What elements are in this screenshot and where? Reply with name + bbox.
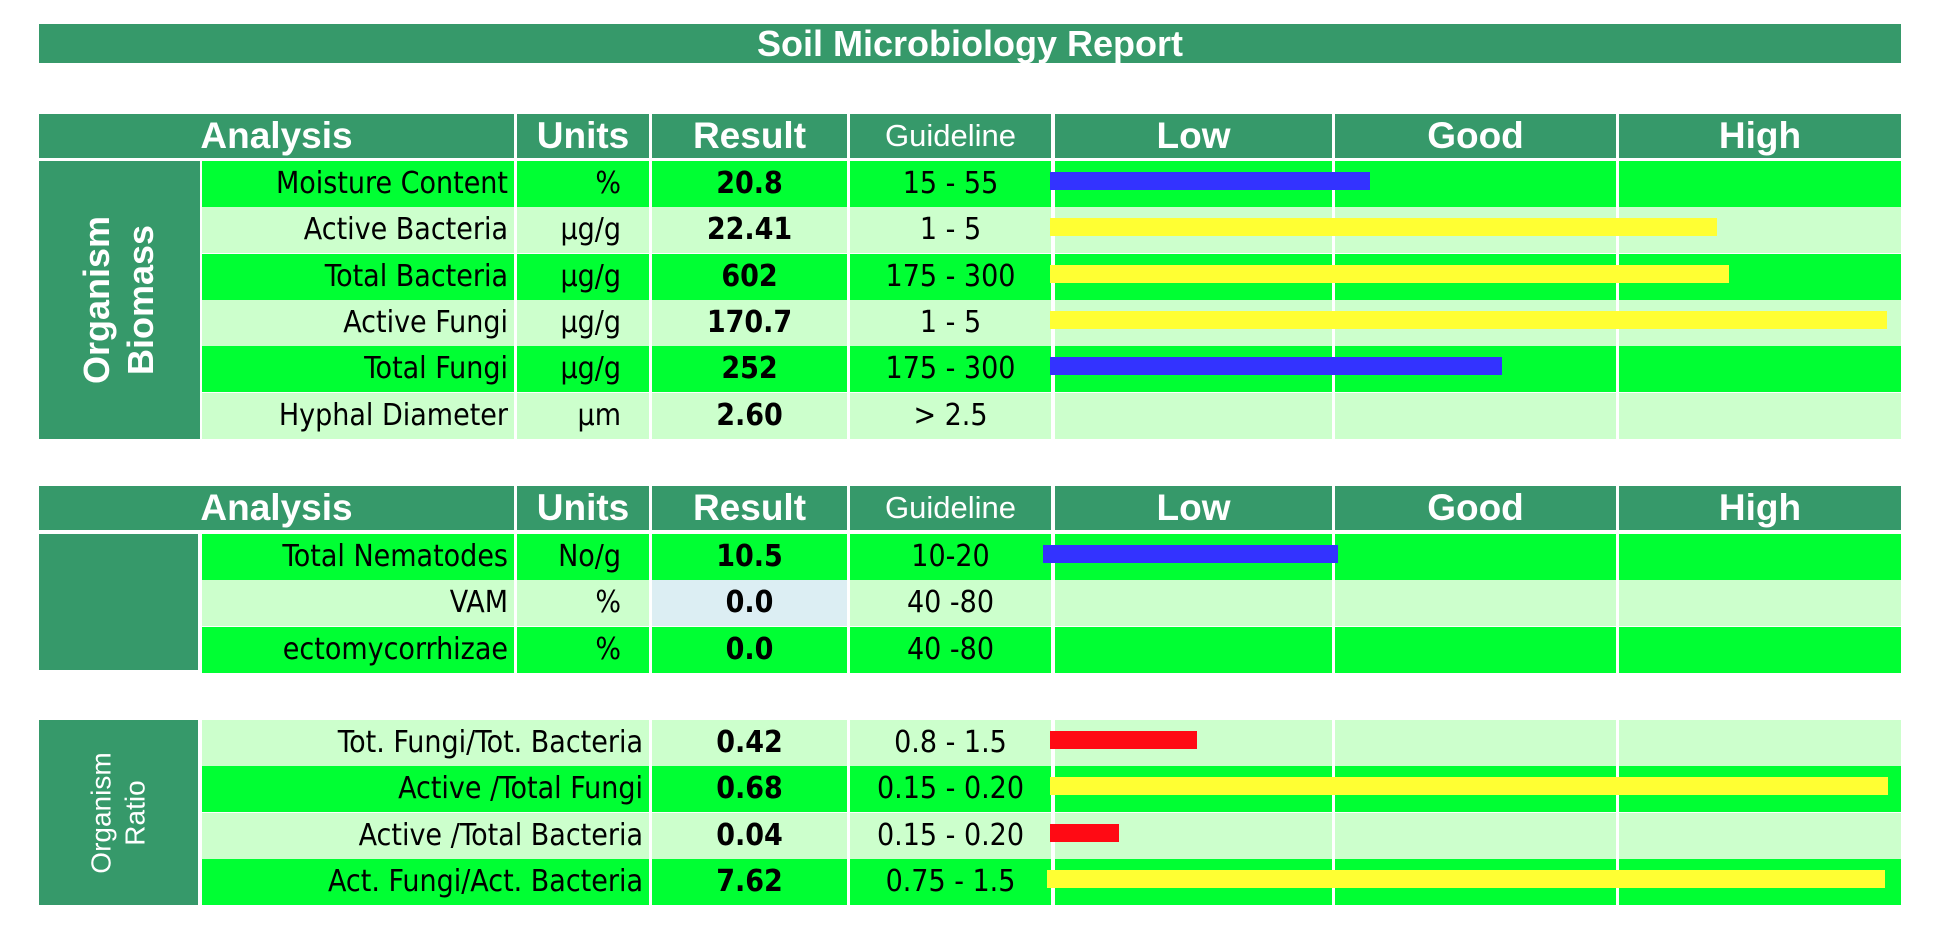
analysis-cell: Active /Total Bacteria: [202, 813, 649, 859]
result-cell: 0.68: [652, 766, 847, 812]
analysis-cell: Tot. Fungi/Tot. Bacteria: [202, 720, 649, 766]
organism-biomass-label: Organism Biomass: [39, 161, 200, 439]
result-bar: [1050, 824, 1119, 842]
side-label-line2: Ratio: [119, 779, 151, 846]
header-units: Units: [517, 486, 649, 530]
guideline-cell: 175 - 300: [850, 346, 1051, 392]
result-cell: 0.42: [652, 720, 847, 766]
organism-ratio-label: Organism Ratio: [39, 720, 198, 905]
header-guideline: Guideline: [850, 486, 1051, 530]
units-cell: µg/g: [517, 300, 649, 346]
result-bar: [1050, 172, 1370, 190]
analysis-cell: Total Bacteria: [202, 254, 514, 300]
units-cell: %: [517, 580, 649, 626]
guideline-cell: 1 - 5: [850, 300, 1051, 346]
header-result: Result: [652, 114, 847, 158]
units-cell: µg/g: [517, 207, 649, 253]
header-units: Units: [517, 114, 649, 158]
high-cell: [1619, 580, 1901, 626]
header-high: High: [1619, 486, 1901, 530]
guideline-cell: 0.15 - 0.20: [850, 766, 1051, 812]
header-analysis: Analysis: [39, 486, 514, 530]
result-cell: 20.8: [652, 161, 847, 207]
header-analysis: Analysis: [39, 114, 514, 158]
header-guideline: Guideline: [850, 114, 1051, 158]
header-result: Result: [652, 486, 847, 530]
side-label-line1: Organism: [76, 215, 118, 385]
analysis-cell: Total Fungi: [202, 346, 514, 392]
guideline-cell: 40 -80: [850, 580, 1051, 626]
header-good: Good: [1335, 114, 1616, 158]
good-cell: [1335, 161, 1616, 207]
result-bar: [1050, 357, 1502, 375]
guideline-cell: 0.15 - 0.20: [850, 813, 1051, 859]
result-cell: 252: [652, 346, 847, 392]
low-cell: [1055, 580, 1332, 626]
result-bar: [1050, 731, 1197, 749]
good-cell: [1335, 534, 1616, 580]
guideline-cell: > 2.5: [850, 393, 1051, 439]
good-cell: [1335, 720, 1616, 766]
analysis-cell: Total Nematodes: [202, 534, 514, 580]
header-high: High: [1619, 114, 1901, 158]
analysis-cell: Active Bacteria: [202, 207, 514, 253]
analysis-cell: Hyphal Diameter: [202, 393, 514, 439]
analysis-cell: VAM: [202, 580, 514, 626]
result-cell: 0.04: [652, 813, 847, 859]
good-cell: [1335, 580, 1616, 626]
low-cell: [1055, 393, 1332, 439]
units-cell: %: [517, 161, 649, 207]
side-label-line1: Organism: [85, 751, 117, 874]
low-cell: [1055, 627, 1332, 673]
units-cell: %: [517, 627, 649, 673]
result-cell: 2.60: [652, 393, 847, 439]
result-cell: 0.0: [652, 627, 847, 673]
high-cell: [1619, 393, 1901, 439]
report-title: Soil Microbiology Report: [39, 24, 1901, 63]
analysis-cell: Moisture Content: [202, 161, 514, 207]
guideline-cell: 15 - 55: [850, 161, 1051, 207]
good-cell: [1335, 813, 1616, 859]
result-cell: 0.0: [652, 580, 847, 626]
units-cell: µm: [517, 393, 649, 439]
guideline-cell: 0.8 - 1.5: [850, 720, 1051, 766]
units-cell: µg/g: [517, 346, 649, 392]
result-cell: 602: [652, 254, 847, 300]
analysis-cell: Active Fungi: [202, 300, 514, 346]
side-label-line2: Biomass: [120, 224, 162, 376]
guideline-cell: 40 -80: [850, 627, 1051, 673]
result-bar: [1050, 311, 1887, 329]
guideline-cell: 10-20: [850, 534, 1051, 580]
high-cell: [1619, 161, 1901, 207]
result-cell: 22.41: [652, 207, 847, 253]
good-cell: [1335, 393, 1616, 439]
header-low: Low: [1055, 486, 1332, 530]
guideline-cell: 175 - 300: [850, 254, 1051, 300]
result-bar: [1047, 870, 1885, 888]
result-bar: [1050, 265, 1729, 283]
analysis-cell: ectomycorrhizae: [202, 627, 514, 673]
guideline-cell: 1 - 5: [850, 207, 1051, 253]
high-cell: [1619, 720, 1901, 766]
analysis-cell: Act. Fungi/Act. Bacteria: [202, 859, 649, 905]
good-cell: [1335, 627, 1616, 673]
header-low: Low: [1055, 114, 1332, 158]
result-bar: [1050, 777, 1888, 795]
result-cell: 10.5: [652, 534, 847, 580]
high-cell: [1619, 346, 1901, 392]
analysis-cell: Active /Total Fungi: [202, 766, 649, 812]
units-cell: No/g: [517, 534, 649, 580]
units-cell: µg/g: [517, 254, 649, 300]
other-side-block: [39, 534, 198, 670]
high-cell: [1619, 627, 1901, 673]
result-bar: [1043, 545, 1338, 563]
result-cell: 7.62: [652, 859, 847, 905]
high-cell: [1619, 534, 1901, 580]
high-cell: [1619, 813, 1901, 859]
header-good: Good: [1335, 486, 1616, 530]
guideline-cell: 0.75 - 1.5: [850, 859, 1051, 905]
result-cell: 170.7: [652, 300, 847, 346]
result-bar: [1050, 218, 1717, 236]
